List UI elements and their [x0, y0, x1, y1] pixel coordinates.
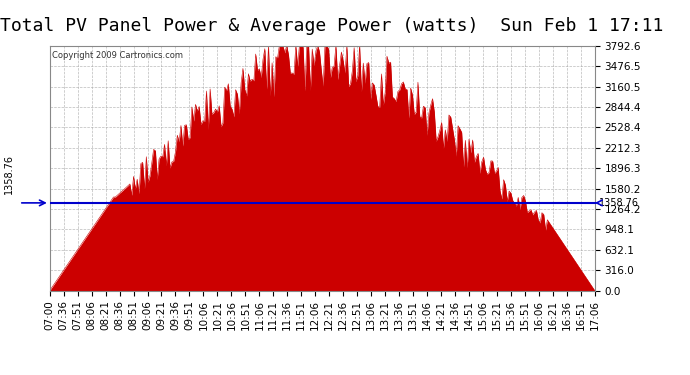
Text: Total PV Panel Power & Average Power (watts)  Sun Feb 1 17:11: Total PV Panel Power & Average Power (wa… [0, 17, 663, 35]
Text: 1358.76: 1358.76 [599, 198, 639, 208]
Text: Copyright 2009 Cartronics.com: Copyright 2009 Cartronics.com [52, 51, 184, 60]
Text: 1358.76: 1358.76 [4, 154, 14, 194]
